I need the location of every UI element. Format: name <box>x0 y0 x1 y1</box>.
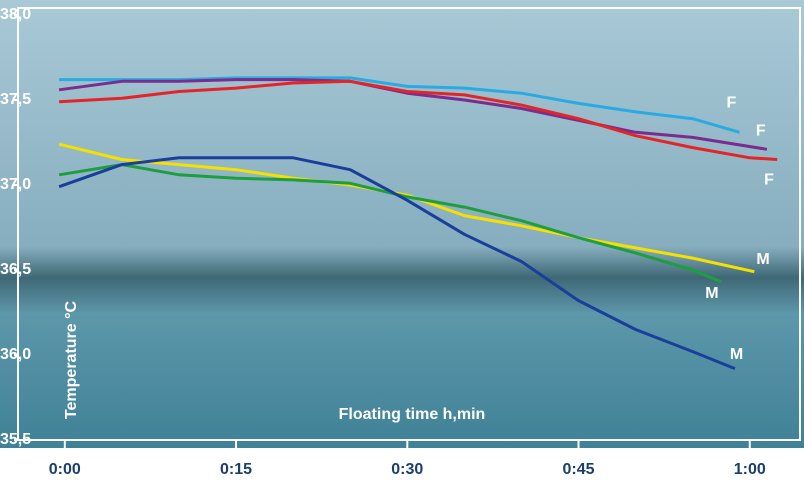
series-line <box>58 78 768 151</box>
series-line <box>58 156 736 370</box>
y-tick-label: 36,5 <box>0 261 31 278</box>
y-tick-label: 38,0 <box>0 6 31 23</box>
background <box>0 0 804 448</box>
x-tick-label: 0:45 <box>563 461 595 478</box>
x-tick-label: 0:15 <box>220 461 252 478</box>
series-line <box>59 79 778 161</box>
series-label: F <box>726 95 736 112</box>
plot-frame <box>17 7 801 441</box>
x-tick-label: 0:00 <box>49 461 81 478</box>
series-label: M <box>730 346 743 363</box>
y-tick-label: 37,0 <box>0 176 31 193</box>
x-tick-label: 1:00 <box>734 461 766 478</box>
series-line <box>58 163 722 284</box>
series-label: M <box>705 285 718 302</box>
series-line <box>58 142 755 274</box>
y-tick-label: 35,5 <box>0 431 31 448</box>
series-label: F <box>756 123 766 140</box>
y-tick-label: 36,0 <box>0 346 31 363</box>
x-axis-label: Floating time h,min <box>339 406 486 423</box>
y-tick-label: 37,5 <box>0 91 31 108</box>
x-tick-label: 0:30 <box>391 461 423 478</box>
series-line <box>59 76 740 134</box>
y-axis-label: Temperature °C <box>63 300 80 419</box>
series-label: M <box>756 251 769 268</box>
series-label: F <box>764 172 774 189</box>
